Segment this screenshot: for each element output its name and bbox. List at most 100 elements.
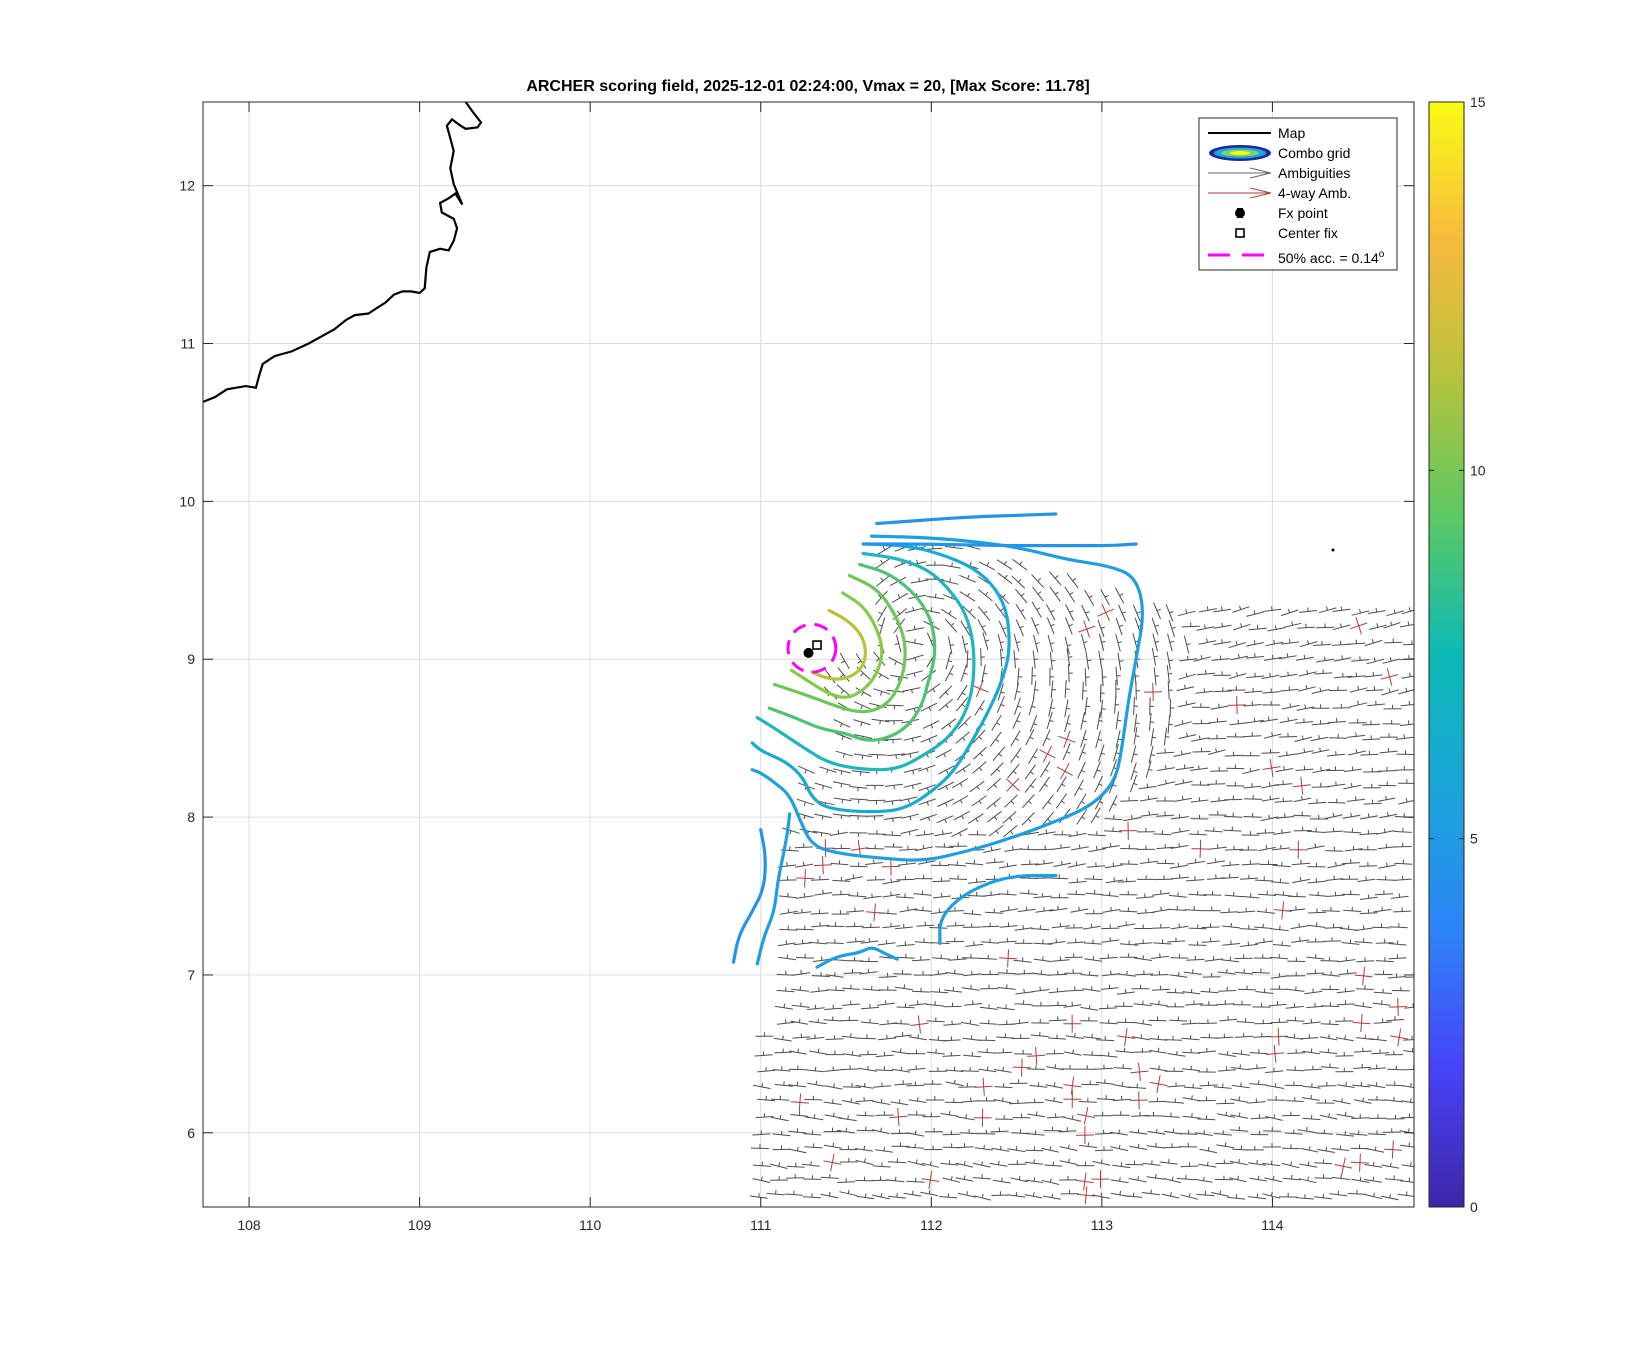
ambiguity-vector — [1207, 860, 1225, 865]
ambiguity-barb — [803, 815, 806, 820]
ambiguity-barb — [885, 939, 888, 944]
ambiguity-barb — [996, 722, 1001, 726]
ambiguity-vector — [940, 1113, 959, 1117]
ambiguity-barb — [845, 1127, 848, 1132]
ambiguity-barb — [1157, 1035, 1160, 1040]
ambiguity-barb — [1204, 624, 1206, 629]
ambiguity-vector — [1368, 624, 1387, 630]
ambiguity-barb — [1273, 1114, 1276, 1119]
ambiguity-vector — [1300, 1147, 1319, 1153]
ambiguity-barb — [1295, 986, 1297, 991]
ambiguity-barb — [885, 1000, 887, 1005]
ambiguity-barb — [1194, 858, 1197, 863]
ambiguity-barb — [897, 1107, 899, 1118]
ambiguity-barb — [1269, 795, 1272, 800]
ambiguity-vector — [979, 1006, 998, 1010]
ambiguity-vector — [1048, 1019, 1067, 1022]
ambiguity-barb — [1386, 862, 1388, 867]
ambiguity-vector — [876, 544, 893, 556]
ambiguity-vector — [1364, 1194, 1383, 1200]
ambiguity-barb — [1066, 722, 1071, 725]
ambiguity-barb — [880, 577, 884, 582]
ambiguity-barb — [1389, 657, 1392, 662]
ambiguity-barb — [1332, 812, 1335, 817]
ambiguity-barb — [1150, 754, 1156, 756]
ambiguity-barb — [1009, 817, 1013, 821]
ambiguity-vector — [1168, 894, 1187, 898]
ambiguity-vector — [772, 1148, 791, 1151]
ambiguity-vector — [1266, 1084, 1285, 1089]
ambiguity-vector — [1273, 831, 1292, 835]
ambiguity-barb — [1236, 672, 1239, 677]
ambiguity-barb — [1067, 1144, 1070, 1149]
ambiguity-vector — [848, 895, 867, 898]
ambiguity-vector — [1065, 989, 1084, 992]
ambiguity-vector — [1234, 971, 1253, 975]
ambiguity-barb — [990, 891, 992, 896]
ambiguity-barb — [758, 1193, 760, 1198]
ambiguity-barb — [1081, 769, 1086, 773]
ambiguity-vector — [1248, 1196, 1267, 1200]
ambiguity-vector — [1292, 862, 1311, 866]
ambiguity-vector — [1224, 894, 1243, 898]
ambiguity-barb — [934, 1001, 936, 1006]
ambiguity-vector — [1033, 634, 1039, 653]
ambiguity-barb — [967, 574, 970, 579]
ambiguity-vector — [820, 1176, 839, 1179]
ambiguity-vector — [945, 972, 964, 976]
ambiguity-barb — [1253, 610, 1256, 615]
fix-markers — [786, 548, 1335, 674]
ambiguity-barb — [1112, 803, 1117, 806]
ambiguity-vector — [955, 1146, 974, 1149]
ambiguity-barb — [894, 643, 899, 645]
ambiguity-vector — [892, 1068, 911, 1073]
ambiguity-barb — [1314, 843, 1317, 848]
ambiguity-vector — [839, 652, 850, 669]
ambiguity-vector — [978, 589, 993, 602]
ambiguity-barb — [1105, 608, 1115, 614]
ambiguity-vector — [1031, 617, 1040, 635]
ambiguity-vector — [786, 1165, 805, 1168]
ambiguity-vector — [1124, 1195, 1143, 1198]
ambiguity-vector — [1338, 972, 1357, 975]
ambiguity-barb — [871, 893, 873, 898]
ambiguity-barb — [815, 1080, 818, 1085]
ambiguity-vector — [1397, 689, 1414, 695]
ambiguity-barb — [1363, 966, 1366, 977]
ambiguity-vector — [806, 1036, 825, 1040]
ambiguity-barb — [1078, 628, 1087, 633]
ambiguity-barb — [1355, 748, 1358, 754]
ambiguity-barb — [1355, 617, 1360, 626]
ambiguity-barb — [1270, 1191, 1273, 1197]
ambiguity-barb — [890, 922, 892, 927]
ambiguity-barb — [863, 1082, 866, 1087]
ambiguity-barb — [864, 1158, 866, 1163]
ambiguity-barb — [1185, 672, 1188, 677]
ambiguity-barb — [1015, 1146, 1018, 1151]
ambiguity-barb — [1373, 1192, 1375, 1197]
ambiguity-vector — [1186, 958, 1205, 961]
ambiguity-barb — [1340, 1174, 1342, 1179]
ambiguity-barb — [1335, 861, 1337, 867]
ambiguity-barb — [969, 1020, 972, 1025]
ambiguity-barb — [1150, 1189, 1152, 1194]
ambiguity-vector — [1367, 1067, 1386, 1070]
ambiguity-vector — [803, 1133, 822, 1136]
ambiguity-barb — [1002, 627, 1007, 630]
ambiguity-vector — [1257, 893, 1277, 896]
ambiguity-vector — [1099, 1054, 1118, 1058]
ambiguity-barb — [1147, 858, 1150, 863]
ambiguity-barb — [928, 738, 931, 743]
ambiguity-barb — [1269, 759, 1273, 769]
ambiguity-vector — [957, 715, 972, 730]
ambiguity-barb — [1172, 1128, 1175, 1133]
ambiguity-barb — [963, 1161, 966, 1166]
ambiguity-barb — [1120, 1162, 1123, 1167]
ambiguity-vector — [900, 829, 919, 835]
ambiguity-vector — [905, 670, 924, 676]
ambiguity-barb — [1301, 795, 1303, 800]
ambiguity-vector — [1302, 1117, 1321, 1121]
ambiguity-barb — [1293, 1003, 1296, 1008]
ambiguity-barb — [1098, 783, 1103, 787]
